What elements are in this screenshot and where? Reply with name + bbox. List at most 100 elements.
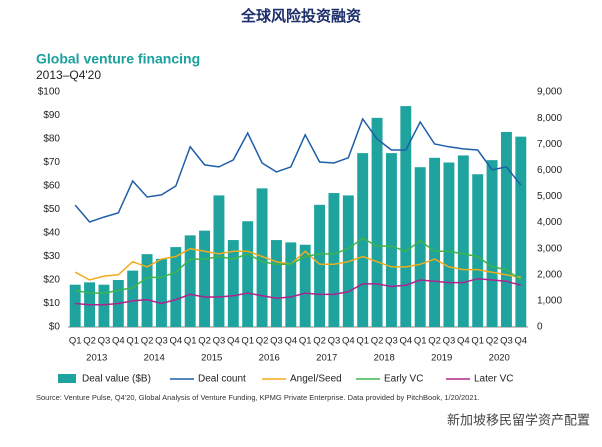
year-label: 2019 bbox=[431, 353, 452, 364]
x-tick-label: Q1 bbox=[126, 336, 139, 347]
x-tick-label: Q1 bbox=[184, 336, 197, 347]
bar bbox=[371, 117, 383, 327]
y-tick-label: $10 bbox=[43, 298, 60, 309]
bar bbox=[270, 240, 282, 327]
line bbox=[75, 277, 521, 306]
x-tick-label: Q3 bbox=[98, 336, 111, 347]
year-label: 2018 bbox=[374, 353, 395, 364]
bar bbox=[184, 235, 196, 327]
x-tick-label: Q4 bbox=[342, 336, 355, 347]
y2-tick-label: 4,000 bbox=[537, 217, 562, 228]
legend-label: Deal count bbox=[198, 374, 246, 385]
bar bbox=[127, 270, 139, 327]
bar bbox=[170, 247, 182, 327]
y2-tick-label: 8,000 bbox=[537, 113, 562, 124]
year-label: 2017 bbox=[316, 353, 337, 364]
legend-label: Angel/Seed bbox=[290, 374, 342, 385]
x-tick-label: Q2 bbox=[141, 336, 154, 347]
x-tick-label: Q1 bbox=[414, 336, 427, 347]
x-tick-label: Q4 bbox=[227, 336, 240, 347]
bar bbox=[457, 155, 469, 327]
y2-tick-label: 1,000 bbox=[537, 296, 562, 307]
page-title: 全球风险投资融资 bbox=[240, 7, 361, 25]
bar bbox=[443, 162, 455, 327]
y-tick-label: $0 bbox=[49, 322, 61, 333]
bar bbox=[98, 284, 110, 327]
chart-subtitle: 2013–Q4'20 bbox=[36, 68, 101, 82]
y2-tick-label: 9,000 bbox=[537, 87, 562, 98]
x-tick-label: Q1 bbox=[69, 336, 82, 347]
legend-swatch bbox=[58, 374, 76, 383]
y-tick-label: $50 bbox=[43, 204, 60, 215]
watermark: 新加坡移民留学资产配置 bbox=[447, 412, 590, 427]
y-tick-label: $40 bbox=[43, 228, 60, 239]
x-tick-label: Q3 bbox=[500, 336, 513, 347]
legend-label: Deal value ($B) bbox=[82, 374, 151, 385]
chart-title: Global venture financing bbox=[36, 51, 200, 67]
x-tick-label: Q4 bbox=[457, 336, 470, 347]
y2-tick-label: 0 bbox=[537, 322, 543, 333]
bar bbox=[69, 284, 81, 327]
y2-tick-label: 7,000 bbox=[537, 139, 562, 150]
x-tick-label: Q3 bbox=[213, 336, 226, 347]
bar bbox=[500, 131, 512, 327]
x-tick-label: Q4 bbox=[399, 336, 412, 347]
y-tick-label: $60 bbox=[43, 181, 60, 192]
bar bbox=[242, 221, 254, 327]
y-tick-label: $20 bbox=[43, 275, 60, 286]
x-tick-label: Q1 bbox=[299, 336, 312, 347]
bar bbox=[155, 258, 167, 327]
y-tick-label: $70 bbox=[43, 157, 60, 168]
bar bbox=[199, 230, 211, 327]
x-tick-label: Q3 bbox=[155, 336, 168, 347]
y-tick-label: $100 bbox=[38, 87, 61, 98]
year-label: 2016 bbox=[259, 353, 280, 364]
year-label: 2013 bbox=[86, 353, 107, 364]
line bbox=[74, 247, 521, 281]
y2-tick-label: 2,000 bbox=[537, 269, 562, 280]
source-note: Source: Venture Pulse, Q4'20, Global Ana… bbox=[36, 393, 480, 402]
bar bbox=[227, 240, 239, 327]
x-tick-label: Q2 bbox=[371, 336, 384, 347]
bar bbox=[486, 160, 498, 327]
year-label: 2014 bbox=[144, 353, 165, 364]
bar bbox=[515, 136, 527, 327]
y-tick-label: $90 bbox=[43, 110, 60, 121]
bar bbox=[357, 153, 369, 327]
legend-label: Early VC bbox=[384, 374, 423, 385]
y-tick-label: $30 bbox=[43, 251, 60, 262]
bar bbox=[314, 204, 326, 327]
x-tick-label: Q4 bbox=[284, 336, 297, 347]
x-tick-label: Q3 bbox=[328, 336, 341, 347]
line bbox=[75, 237, 522, 294]
x-tick-label: Q4 bbox=[514, 336, 527, 347]
x-tick-label: Q3 bbox=[270, 336, 283, 347]
x-tick-label: Q2 bbox=[256, 336, 269, 347]
bar bbox=[472, 174, 484, 327]
x-tick-label: Q1 bbox=[471, 336, 484, 347]
x-tick-label: Q3 bbox=[385, 336, 398, 347]
x-tick-label: Q2 bbox=[428, 336, 441, 347]
y2-tick-label: 3,000 bbox=[537, 243, 562, 254]
year-label: 2015 bbox=[201, 353, 222, 364]
y2-tick-label: 5,000 bbox=[537, 191, 562, 202]
x-tick-label: Q1 bbox=[241, 336, 254, 347]
bar bbox=[141, 254, 153, 327]
bar bbox=[400, 106, 412, 327]
bar bbox=[256, 188, 268, 327]
x-tick-label: Q4 bbox=[169, 336, 182, 347]
x-tick-label: Q2 bbox=[486, 336, 499, 347]
bar bbox=[328, 193, 340, 327]
y-tick-label: $80 bbox=[43, 134, 60, 145]
x-tick-label: Q2 bbox=[83, 336, 96, 347]
x-tick-label: Q4 bbox=[112, 336, 125, 347]
y2-tick-label: 6,000 bbox=[537, 165, 562, 176]
bar bbox=[429, 157, 441, 327]
bar bbox=[414, 167, 426, 327]
legend-label: Later VC bbox=[474, 374, 513, 385]
x-tick-label: Q2 bbox=[198, 336, 211, 347]
x-tick-label: Q3 bbox=[443, 336, 456, 347]
line bbox=[74, 117, 522, 223]
